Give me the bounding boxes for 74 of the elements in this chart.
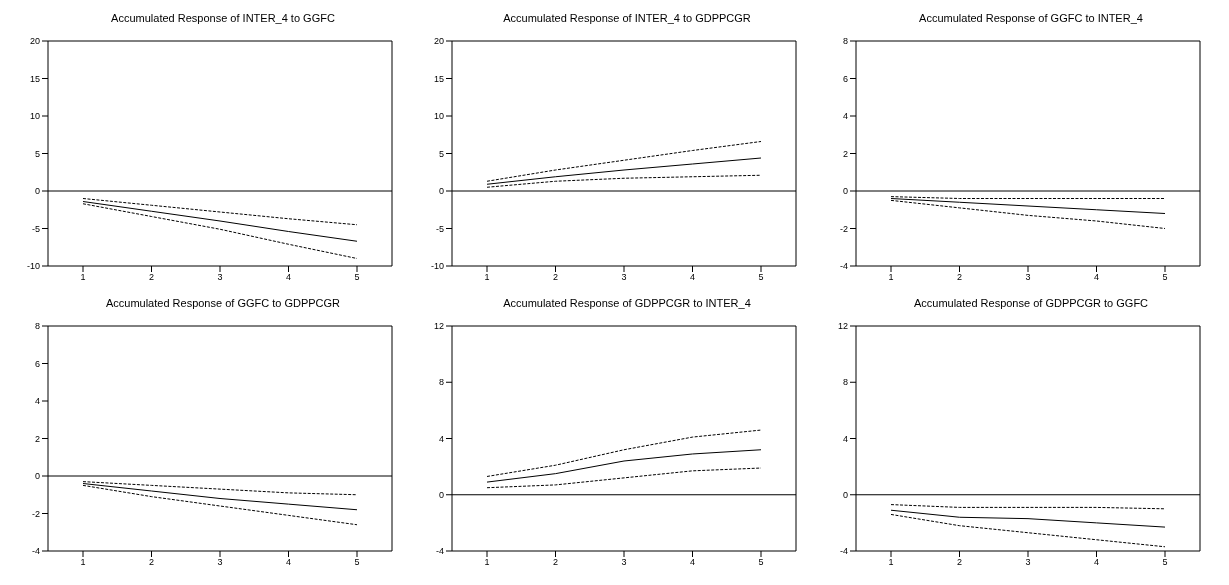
y-tick-label: 15 [29, 73, 40, 84]
y-tick-label: -2 [31, 508, 40, 519]
y-tick-label: 20 [29, 36, 40, 47]
x-tick-label: 3 [1025, 272, 1031, 283]
y-tick-label: -5 [435, 223, 444, 234]
chart-title: Accumulated Response of GGFC to GDPPCGR [104, 296, 342, 311]
x-tick-label: 5 [758, 272, 764, 283]
y-tick-label: 0 [438, 186, 444, 197]
x-tick-label: 5 [758, 557, 764, 568]
x-tick-label: 5 [354, 272, 360, 283]
y-tick-label: 4 [34, 396, 40, 407]
y-tick-label: 6 [34, 358, 40, 369]
x-tick-label: 2 [956, 272, 963, 283]
x-tick-label: 5 [354, 557, 360, 568]
x-tick-label: 4 [285, 557, 292, 568]
x-tick-label: 1 [888, 272, 894, 283]
y-tick-label: 0 [438, 489, 444, 500]
y-tick-label: -2 [839, 223, 848, 234]
chart-title: Accumulated Response of INTER_4 to GDPPCGR [502, 11, 752, 26]
y-tick-label: 12 [837, 321, 848, 332]
y-tick-label: -4 [31, 546, 40, 557]
y-tick-label: 20 [433, 36, 444, 47]
y-tick-label: -4 [839, 546, 848, 557]
chart-title: Accumulated Response of INTER_4 to GGFC [110, 11, 336, 26]
y-tick-label: -5 [31, 223, 40, 234]
x-tick-label: 1 [888, 557, 894, 568]
y-tick-label: 4 [842, 111, 848, 122]
y-tick-label: 8 [34, 321, 40, 332]
y-tick-label: -4 [839, 261, 848, 272]
chart-title: Accumulated Response of GDPPCGR to INTER_4 [502, 296, 752, 311]
y-tick-label: -10 [26, 261, 40, 272]
x-tick-label: 4 [689, 557, 696, 568]
y-tick-label: 5 [438, 148, 444, 159]
x-tick-label: 4 [689, 272, 696, 283]
x-tick-label: 2 [148, 557, 155, 568]
x-tick-label: 4 [1093, 272, 1100, 283]
y-tick-label: -4 [435, 546, 444, 557]
y-tick-label: 10 [29, 111, 40, 122]
y-tick-label: 15 [433, 73, 444, 84]
y-tick-label: 8 [438, 377, 444, 388]
y-tick-label: 4 [842, 433, 848, 444]
x-tick-label: 2 [552, 557, 559, 568]
y-tick-label: 12 [433, 321, 444, 332]
x-tick-label: 1 [80, 272, 86, 283]
y-tick-label: 0 [34, 471, 40, 482]
x-tick-label: 4 [285, 272, 292, 283]
y-tick-label: 10 [433, 111, 444, 122]
y-tick-label: 5 [34, 148, 40, 159]
x-tick-label: 5 [1162, 557, 1168, 568]
x-tick-label: 3 [621, 272, 627, 283]
x-tick-label: 3 [217, 557, 223, 568]
x-tick-label: 4 [1093, 557, 1100, 568]
y-tick-label: -10 [430, 261, 444, 272]
y-tick-label: 6 [842, 73, 848, 84]
chart-title: Accumulated Response of GGFC to INTER_4 [918, 11, 1144, 26]
x-tick-label: 1 [484, 272, 490, 283]
y-tick-label: 0 [34, 186, 40, 197]
x-tick-label: 3 [621, 557, 627, 568]
x-tick-label: 1 [80, 557, 86, 568]
x-tick-label: 1 [484, 557, 490, 568]
y-tick-label: 8 [842, 377, 848, 388]
x-tick-label: 2 [956, 557, 963, 568]
y-tick-label: 0 [842, 186, 848, 197]
x-tick-label: 2 [148, 272, 155, 283]
x-tick-label: 2 [552, 272, 559, 283]
y-tick-label: 2 [34, 433, 40, 444]
x-tick-label: 3 [1025, 557, 1031, 568]
y-tick-label: 0 [842, 489, 848, 500]
y-tick-label: 4 [438, 433, 444, 444]
y-tick-label: 2 [842, 148, 848, 159]
y-tick-label: 8 [842, 36, 848, 47]
chart-title: Accumulated Response of GDPPCGR to GGFC [912, 296, 1150, 311]
x-tick-label: 3 [217, 272, 223, 283]
x-tick-label: 5 [1162, 272, 1168, 283]
